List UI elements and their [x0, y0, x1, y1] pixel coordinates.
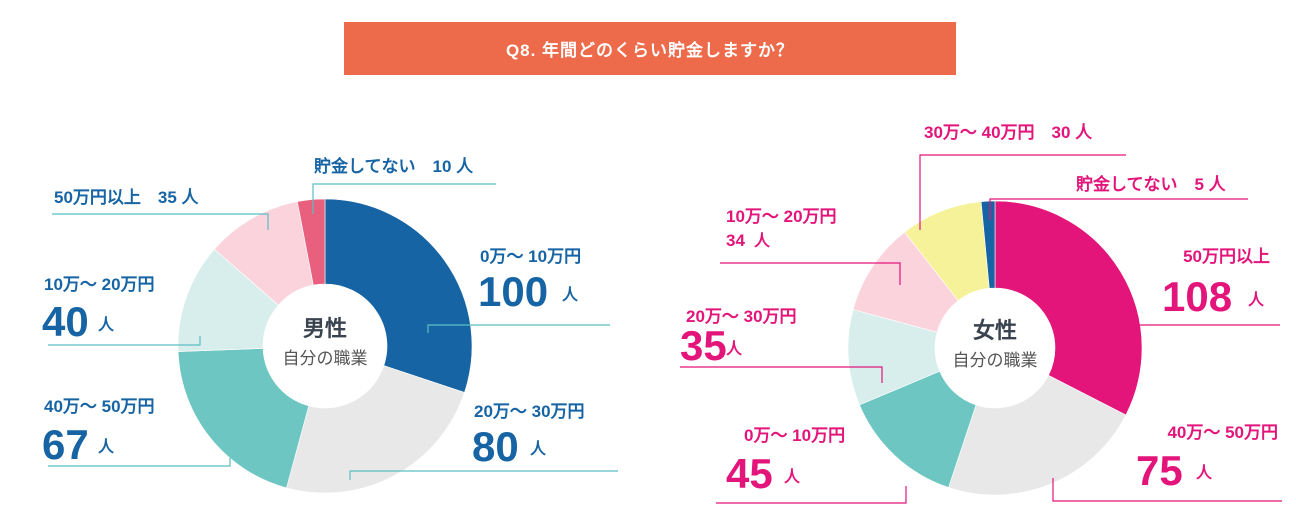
female-label-category: 40万〜 50万円: [1167, 423, 1278, 442]
female-center-subtitle: 自分の職業: [953, 351, 1038, 370]
female-label-unit: 人: [1248, 291, 1265, 309]
female-label-unit: 人: [1196, 464, 1213, 482]
female-leader-1: [1052, 478, 1282, 502]
female-slice-0: [994, 200, 1143, 416]
female-slice-2: [859, 370, 977, 488]
male-label-category: 貯金してない 10 人: [314, 156, 474, 176]
male-label-3: 10万〜 20万円 40 人: [42, 275, 155, 345]
male-center-title: 男性: [303, 316, 347, 341]
female-label-0: 50万円以上 108 人: [1162, 247, 1270, 320]
male-label-5: 貯金してない 10 人: [314, 156, 474, 176]
female-slice-1: [948, 374, 1127, 496]
male-label-unit: 人: [98, 438, 115, 456]
question-banner: Q8. 年間どのくらい貯金しますか？: [344, 22, 956, 75]
female-label-value: 45: [726, 450, 773, 497]
female-label-1: 40万〜 50万円 75 人: [1136, 423, 1278, 494]
female-label-category: 50万円以上: [1183, 247, 1270, 266]
female-label-5: 30万〜 40万円 30 人: [924, 123, 1093, 142]
male-slice-5: [296, 198, 326, 286]
male-label-category: 10万〜 20万円: [44, 275, 155, 294]
male-label-unit: 人: [530, 440, 547, 458]
male-label-value: 80: [472, 423, 519, 470]
male-label-value: 67: [42, 421, 89, 468]
male-label-category: 40万〜 50万円: [44, 397, 155, 416]
male-label-value: 100: [478, 268, 548, 315]
male-label-2: 40万〜 50万円 67 人: [42, 397, 155, 468]
male-slice-2: [177, 348, 310, 489]
female-label-unit: 人: [784, 468, 801, 486]
female-leader-5: [919, 154, 1126, 230]
male-leader-1: [349, 470, 618, 480]
male-slice-1: [286, 365, 465, 494]
male-label-unit: 人: [562, 286, 579, 304]
female-label-2: 0万〜 10万円 45 人: [726, 426, 845, 497]
male-slice-0: [324, 198, 473, 393]
male-leader-0: [427, 324, 610, 333]
question-title: Q8. 年間どのくらい貯金しますか？: [505, 41, 795, 60]
female-leader-0: [1096, 324, 1280, 336]
female-slice-6: [980, 200, 996, 289]
male-label-unit: 人: [98, 316, 115, 334]
female-label-category: 20万〜 30万円: [686, 307, 797, 326]
female-label-4: 10万〜 20万円 34 人: [726, 207, 837, 250]
female-label-value: 108: [1162, 273, 1232, 320]
male-leader-2: [48, 458, 231, 467]
male-label-4: 50万円以上 35 人: [54, 188, 200, 207]
male-label-category: 20万〜 30万円: [474, 402, 585, 421]
female-label-unit: 人: [754, 232, 771, 250]
male-leader-3: [48, 336, 201, 346]
leader-lines: [48, 154, 1282, 504]
female-leader-4: [720, 262, 901, 285]
female-label-value: 35: [680, 322, 727, 369]
male-label-0: 0万〜 10万円 100 人: [478, 247, 581, 315]
female-label-category: 30万〜 40万円 30 人: [924, 123, 1093, 142]
female-label-unit: 人: [726, 340, 743, 358]
female-leader-3: [680, 366, 883, 383]
female-label-6: 貯金してない 5 人: [1076, 174, 1227, 194]
female-label-category: 10万〜 20万円: [726, 207, 837, 226]
female-label-value: 75: [1136, 447, 1183, 494]
male-label-value: 40: [42, 298, 89, 345]
male-leader-5: [312, 183, 496, 214]
female-leader-2: [716, 486, 907, 504]
male-center-subtitle: 自分の職業: [283, 349, 368, 368]
female-leader-6: [989, 198, 1248, 220]
female-center-title: 女性: [973, 318, 1017, 343]
male-leader-4: [52, 213, 269, 230]
male-label-1: 20万〜 30万円 80 人: [472, 402, 585, 470]
male-label-category: 50万円以上 35 人: [54, 188, 200, 207]
male-donut: [177, 198, 473, 494]
female-label-category: 0万〜 10万円: [744, 426, 845, 445]
female-donut: [847, 200, 1143, 496]
female-label-category: 貯金してない 5 人: [1076, 174, 1227, 194]
female-label-value: 34: [726, 231, 745, 250]
male-label-category: 0万〜 10万円: [480, 247, 581, 266]
